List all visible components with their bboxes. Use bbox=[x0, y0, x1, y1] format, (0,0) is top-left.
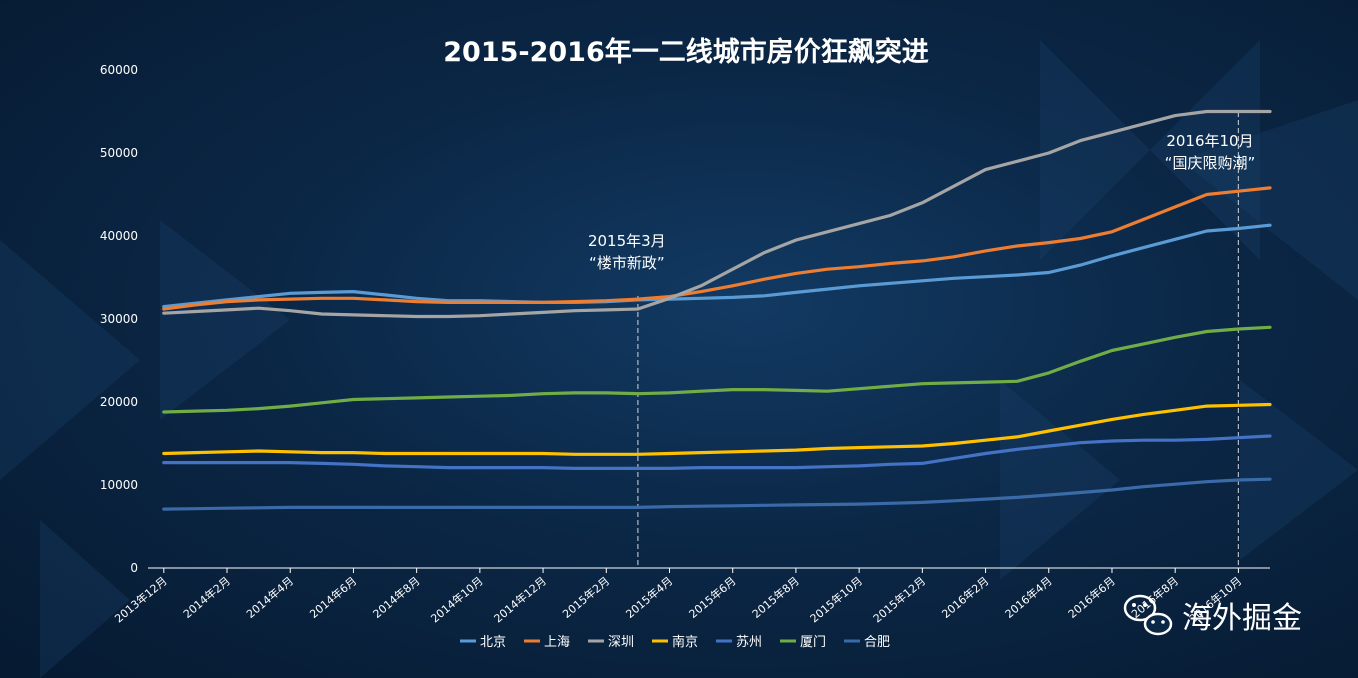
annotation-text: “国庆限购潮” bbox=[1165, 154, 1256, 172]
x-tick-label: 2015年12月 bbox=[870, 574, 928, 626]
x-tick-label: 2014年12月 bbox=[491, 574, 549, 626]
chart-title: 2015-2016年一二线城市房价狂飙突进 bbox=[443, 36, 929, 68]
legend-label: 南京 bbox=[672, 634, 698, 650]
series-line-1 bbox=[162, 186, 1272, 311]
y-tick-label: 20000 bbox=[100, 395, 138, 409]
x-axis-ticks: 2013年12月 2014年2月 2014年4月 2014年6月 2014年8月 2014… bbox=[112, 568, 1244, 626]
y-axis-ticks: 0 10000 20000 30000 40000 50000 60000 bbox=[100, 63, 138, 575]
x-tick-label: 2015年10月 bbox=[807, 574, 865, 626]
legend: 北京 上海 深圳 南京 苏州 厦门 合肥 bbox=[460, 634, 890, 650]
x-tick-label: 2014年4月 bbox=[243, 574, 296, 621]
annotation-text: 2016年10月 bbox=[1166, 132, 1253, 150]
watermark: 海外掘金 bbox=[1123, 594, 1302, 636]
series-line-2 bbox=[162, 109, 1272, 319]
x-tick-label: 2014年6月 bbox=[307, 574, 360, 621]
x-tick-label: 2016年4月 bbox=[1002, 574, 1055, 621]
x-tick-label: 2015年4月 bbox=[623, 574, 676, 621]
watermark-text: 海外掘金 bbox=[1182, 601, 1302, 636]
x-tick-label: 2015年2月 bbox=[560, 574, 613, 621]
legend-label: 北京 bbox=[480, 635, 506, 650]
series-line-0 bbox=[162, 223, 1272, 309]
series-line-6 bbox=[162, 477, 1272, 511]
legend-label: 深圳 bbox=[608, 635, 634, 650]
x-tick-label: 2015年6月 bbox=[686, 574, 739, 621]
legend-label: 厦门 bbox=[800, 635, 826, 650]
annotation-lines bbox=[637, 112, 1239, 568]
annotation-text: “楼市新政” bbox=[589, 254, 665, 272]
series-lines bbox=[162, 109, 1272, 511]
x-tick-label: 2014年8月 bbox=[370, 574, 423, 621]
y-tick-label: 60000 bbox=[100, 63, 138, 77]
series-line-5 bbox=[162, 325, 1272, 414]
series-line-4 bbox=[162, 434, 1272, 470]
x-tick-label: 2015年8月 bbox=[749, 574, 802, 621]
x-tick-label: 2014年10月 bbox=[428, 574, 486, 626]
series-line-3 bbox=[162, 402, 1272, 456]
x-tick-label: 2016年2月 bbox=[939, 574, 992, 621]
background-decoration bbox=[0, 40, 1358, 678]
y-tick-label: 50000 bbox=[100, 146, 138, 160]
legend-label: 上海 bbox=[544, 635, 570, 650]
y-tick-label: 10000 bbox=[100, 478, 138, 492]
legend-label: 苏州 bbox=[736, 634, 762, 650]
legend-label: 合肥 bbox=[864, 635, 890, 650]
annotation-texts: 2015年3月 “楼市新政” 2016年10月 “国庆限购潮” bbox=[588, 132, 1255, 272]
y-tick-label: 40000 bbox=[100, 229, 138, 243]
annotation-text: 2015年3月 bbox=[588, 232, 666, 250]
wechat-icon bbox=[1123, 594, 1173, 636]
x-tick-label: 2014年2月 bbox=[180, 574, 233, 621]
y-tick-label: 0 bbox=[130, 561, 138, 575]
x-tick-label: 2016年6月 bbox=[1065, 574, 1118, 621]
y-tick-label: 30000 bbox=[100, 312, 138, 326]
